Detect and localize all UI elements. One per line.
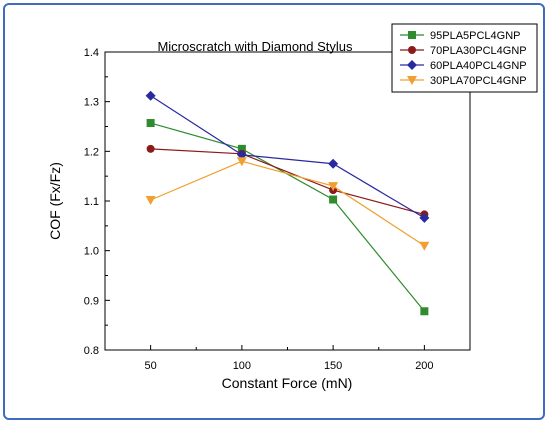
chart-title: Microscratch with Diamond Stylus: [157, 39, 353, 54]
y-tick-label: 1.0: [84, 246, 99, 258]
series-line: [150, 148, 425, 215]
y-tick-label: 1.4: [84, 47, 99, 59]
legend-label: 70PLA30PCL4GNP: [430, 45, 527, 57]
x-tick-label: 150: [324, 360, 342, 372]
series-0: [146, 119, 429, 316]
data-point: [146, 119, 155, 128]
series-layer: [145, 90, 430, 316]
legend-marker: [407, 76, 417, 85]
plot-area: [104, 51, 471, 351]
data-point: [145, 90, 156, 101]
legend-marker: [408, 46, 416, 54]
legend-marker: [408, 31, 416, 39]
y-axis-title: COF (Fx/Fz): [47, 162, 63, 240]
data-point: [419, 241, 430, 251]
series-line: [150, 95, 425, 219]
data-point: [328, 182, 339, 192]
legend-label: 95PLA5PCL4GNP: [430, 30, 521, 42]
data-point: [145, 196, 156, 206]
x-axis-title: Constant Force (mN): [222, 375, 353, 391]
data-point: [420, 307, 429, 316]
series-3: [145, 157, 430, 251]
data-point: [146, 144, 155, 153]
y-tick-label: 1.3: [84, 97, 99, 109]
x-axis: 50 100 150 200: [145, 345, 471, 372]
legend: 95PLA5PCL4GNP 70PLA30PCL4GNP 60PLA40PCL4GN…: [391, 23, 538, 93]
series-1: [146, 144, 429, 219]
data-point: [236, 157, 247, 167]
series-line: [150, 160, 425, 247]
series-2: [145, 90, 430, 223]
data-point: [328, 158, 339, 169]
y-tick-label: 1.1: [84, 196, 99, 208]
y-axis: 0.8 0.9 1.0 1.1 1.2 1.3 1.4: [84, 47, 110, 357]
data-point: [329, 195, 338, 204]
y-tick-label: 1.2: [84, 146, 99, 158]
data-point: [237, 144, 246, 153]
y-tick-label: 0.8: [84, 345, 99, 357]
x-tick-label: 100: [233, 360, 251, 372]
data-point: [419, 212, 430, 223]
y-tick-label: 0.9: [84, 295, 99, 307]
legend-label: 30PLA70PCL4GNP: [430, 75, 527, 87]
x-tick-label: 50: [145, 360, 157, 372]
x-tick-label: 200: [415, 360, 433, 372]
legend-marker: [407, 60, 417, 70]
legend-label: 60PLA40PCL4GNP: [430, 60, 527, 72]
